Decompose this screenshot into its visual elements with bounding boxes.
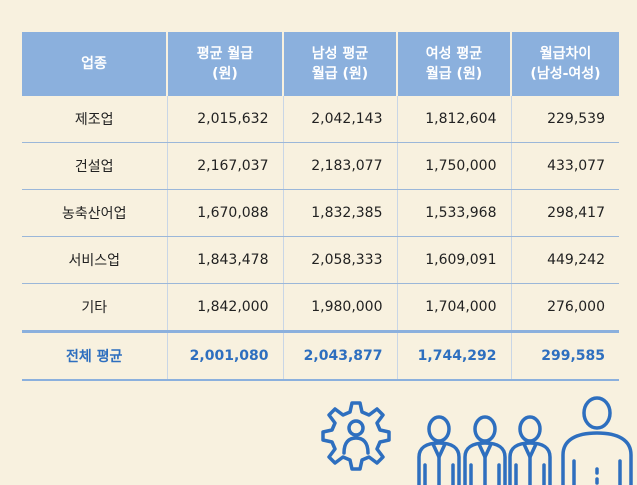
worker-icon (508, 415, 552, 485)
header-line: 월급 (원) (425, 66, 483, 82)
industry-cell: 건설업 (22, 142, 167, 190)
wage-gap-cell: 229,539 (510, 96, 619, 143)
header-wage-gap: 월급차이 (남성-여성) (510, 32, 619, 96)
male-wage-cell: 2,183,077 (282, 142, 397, 190)
male-wage-cell: 2,042,143 (282, 96, 397, 143)
header-line: 월급 (원) (311, 66, 369, 82)
industry-cell: 제조업 (22, 96, 167, 143)
average-wage-cell: 2,167,037 (166, 142, 283, 190)
wage-gap-cell: 276,000 (510, 283, 619, 332)
header-line: 업종 (81, 56, 107, 72)
average-wage-cell: 1,670,088 (166, 189, 283, 237)
header-row: 업종 평균 월급 (원) 남성 평균 월급 (원) 여성 평균 월급 (원) 월… (22, 32, 619, 96)
header-line: (남성-여성) (530, 66, 601, 82)
female-wage-cell: 1,704,000 (396, 283, 511, 332)
female-wage-cell: 1,609,091 (396, 236, 511, 284)
wage-gap-cell: 298,417 (510, 189, 619, 237)
header-average-wage: 평균 월급 (원) (166, 32, 283, 96)
total-average-wage-cell: 2,001,080 (166, 330, 283, 381)
industry-cell: 농축산어업 (22, 189, 167, 237)
workers-illustration (321, 396, 633, 485)
table-row: 제조업 2,015,632 2,042,143 1,812,604 229,53… (22, 96, 619, 143)
male-wage-cell: 2,058,333 (282, 236, 397, 284)
table-row: 서비스업 1,843,478 2,058,333 1,609,091 449,2… (22, 236, 619, 284)
average-wage-cell: 1,842,000 (166, 283, 283, 332)
average-wage-cell: 1,843,478 (166, 236, 283, 284)
total-wage-gap-cell: 299,585 (510, 330, 619, 381)
total-female-wage-cell: 1,744,292 (396, 330, 511, 381)
header-line: 남성 평균 (311, 46, 369, 62)
average-wage-cell: 2,015,632 (166, 96, 283, 143)
header-line: 평균 월급 (196, 46, 254, 62)
table-row: 건설업 2,167,037 2,183,077 1,750,000 433,07… (22, 142, 619, 190)
male-wage-cell: 1,980,000 (282, 283, 397, 332)
wage-table: 업종 평균 월급 (원) 남성 평균 월급 (원) 여성 평균 월급 (원) 월… (22, 32, 619, 381)
header-male-wage: 남성 평균 월급 (원) (282, 32, 397, 96)
header-female-wage: 여성 평균 월급 (원) (396, 32, 511, 96)
header-line: 월급차이 (539, 46, 592, 62)
total-label-cell: 전체 평균 (22, 330, 167, 381)
worker-icon (463, 415, 507, 485)
wage-table-container: 업종 평균 월급 (원) 남성 평균 월급 (원) 여성 평균 월급 (원) 월… (22, 32, 619, 381)
header-line: 여성 평균 (425, 46, 483, 62)
industry-cell: 기타 (22, 283, 167, 332)
gear-person-icon (321, 401, 391, 471)
female-wage-cell: 1,533,968 (396, 189, 511, 237)
person-icon (561, 396, 633, 485)
wage-gap-cell: 433,077 (510, 142, 619, 190)
total-row: 전체 평균 2,001,080 2,043,877 1,744,292 299,… (22, 330, 619, 381)
wage-gap-cell: 449,242 (510, 236, 619, 284)
industry-cell: 서비스업 (22, 236, 167, 284)
table-row: 농축산어업 1,670,088 1,832,385 1,533,968 298,… (22, 189, 619, 237)
worker-icon (417, 415, 461, 485)
header-line: (원) (212, 66, 238, 82)
table-row: 기타 1,842,000 1,980,000 1,704,000 276,000 (22, 283, 619, 332)
total-male-wage-cell: 2,043,877 (282, 330, 397, 381)
female-wage-cell: 1,750,000 (396, 142, 511, 190)
header-industry: 업종 (22, 32, 167, 96)
female-wage-cell: 1,812,604 (396, 96, 511, 143)
male-wage-cell: 1,832,385 (282, 189, 397, 237)
